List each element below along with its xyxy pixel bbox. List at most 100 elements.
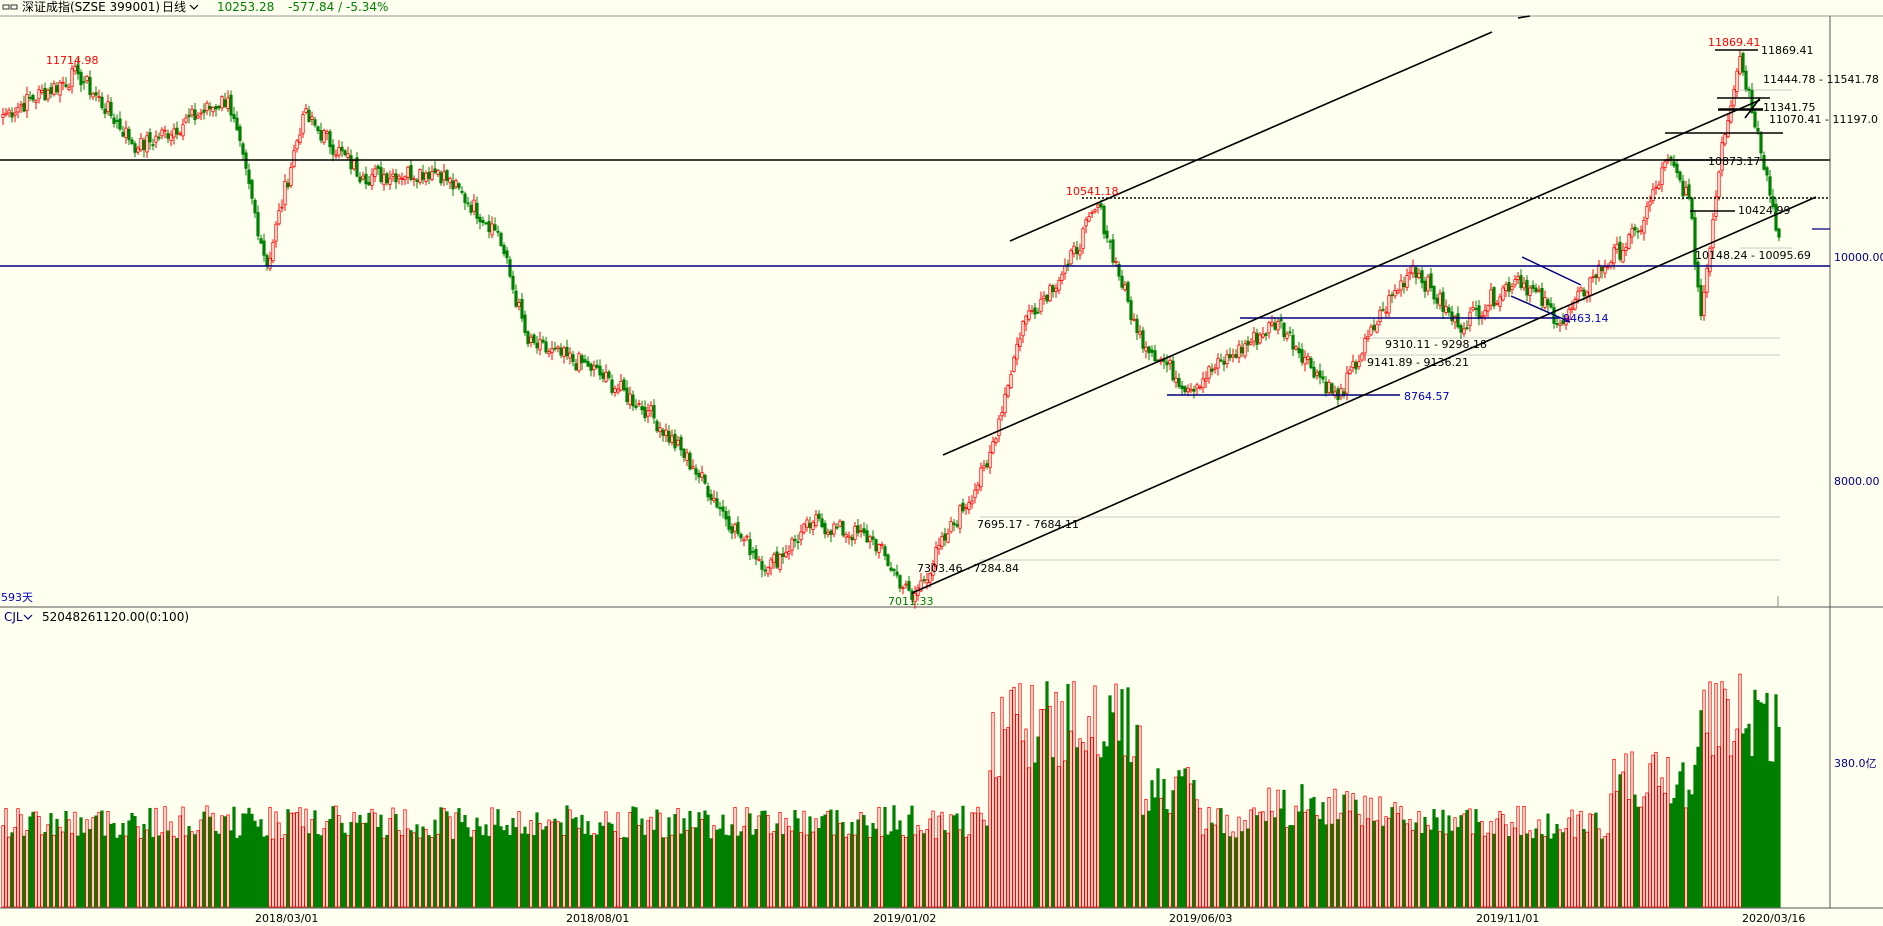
volume-bar [772, 831, 776, 908]
candle-body [166, 133, 170, 139]
volume-bar [1747, 723, 1751, 908]
volume-bar [367, 812, 371, 908]
volume-bar [1045, 681, 1049, 908]
volume-bar [1126, 687, 1130, 908]
volume-bar [541, 829, 545, 908]
period-selector[interactable]: 日线 [162, 0, 186, 14]
volume-bar [451, 838, 455, 908]
volume-bar [829, 809, 833, 908]
candle-body [163, 129, 167, 132]
volume-indicator-name[interactable]: CJL [4, 610, 23, 624]
candle-body [553, 347, 557, 350]
candle-body [1297, 348, 1301, 354]
volume-bar [982, 819, 986, 908]
candle-body [1324, 381, 1328, 394]
candle-body [277, 210, 281, 225]
candle-body [142, 139, 146, 151]
candle-body [292, 150, 296, 167]
volume-bar [1585, 831, 1589, 908]
volume-bar [211, 812, 215, 908]
candle-body [751, 550, 755, 553]
volume-bar [1069, 730, 1073, 908]
volume-bar [181, 806, 185, 908]
candle-body [790, 538, 794, 551]
volume-bar [1651, 754, 1655, 908]
volume-bar [1777, 726, 1781, 908]
candle-body [700, 472, 704, 478]
volume-bar [631, 806, 635, 908]
candle-body [607, 371, 611, 378]
candle-body [208, 106, 212, 110]
volume-bar [502, 830, 506, 908]
volume-bar [370, 808, 374, 908]
volume-bar [340, 822, 344, 908]
volume-bar [1606, 833, 1610, 908]
volume-bar [34, 811, 38, 908]
volume-bar [484, 824, 488, 908]
volume-bar [58, 826, 62, 908]
volume-bar [1507, 836, 1511, 908]
candle-body [1054, 287, 1058, 292]
candle-body [520, 298, 524, 319]
candle-body [1183, 386, 1187, 393]
volume-bar [619, 837, 623, 908]
volume-bar [1462, 813, 1466, 908]
candle-body [13, 112, 17, 116]
candle-body [1366, 335, 1370, 340]
candlestick-series [1, 49, 1781, 609]
candle-body [1171, 360, 1175, 381]
volume-bar [394, 814, 398, 908]
chevron-down-icon[interactable] [189, 4, 199, 10]
volume-bar [466, 827, 470, 908]
volume-bar [931, 810, 935, 908]
drawn-lines[interactable] [0, 15, 1830, 606]
candle-body [1363, 337, 1367, 354]
candle-body [1174, 377, 1178, 383]
volume-bar [55, 818, 59, 908]
candle-body [826, 531, 830, 535]
candle-body [1126, 281, 1130, 302]
volume-bar [1075, 747, 1079, 908]
symbol-title[interactable]: 深证成指(SZSE 399001) [22, 0, 160, 14]
volume-bar [937, 815, 941, 908]
candle-body [31, 95, 35, 101]
volume-bar [1672, 797, 1676, 908]
volume-bar [1285, 827, 1289, 908]
candle-body [100, 96, 104, 109]
candle-body [385, 173, 389, 184]
candle-body [1057, 279, 1061, 291]
candle-body [856, 525, 860, 534]
volume-bar [1552, 833, 1556, 908]
volume-bar [1666, 757, 1670, 908]
candle-body [1234, 354, 1238, 358]
candle-body [604, 371, 608, 382]
candle-body [802, 523, 806, 533]
volume-bar [970, 812, 974, 908]
volume-bar [1639, 806, 1643, 908]
volume-bar [79, 817, 83, 908]
candle-body [1300, 349, 1304, 363]
candle-body [232, 114, 236, 119]
volume-bar [544, 826, 548, 908]
candle-body [730, 526, 734, 534]
volume-bar [229, 830, 233, 908]
candle-body [1072, 245, 1076, 255]
volume-bar [1708, 681, 1712, 908]
dual-line-icon[interactable] [2, 4, 18, 10]
candle-body [151, 144, 155, 146]
volume-bar [697, 812, 701, 908]
price-tick-8000: 8000.00 [1834, 475, 1880, 488]
volume-bar [1252, 807, 1256, 908]
volume-bar [913, 834, 917, 908]
candle-body [943, 533, 947, 541]
volume-bar [1417, 811, 1421, 908]
volume-bar [115, 837, 119, 908]
chevron-down-icon[interactable] [23, 614, 33, 620]
volume-bar [742, 825, 746, 908]
volume-bar [1345, 791, 1349, 908]
candle-body [1081, 228, 1085, 250]
volume-bar [547, 819, 551, 908]
candle-body [418, 169, 422, 183]
candle-body [241, 143, 245, 155]
